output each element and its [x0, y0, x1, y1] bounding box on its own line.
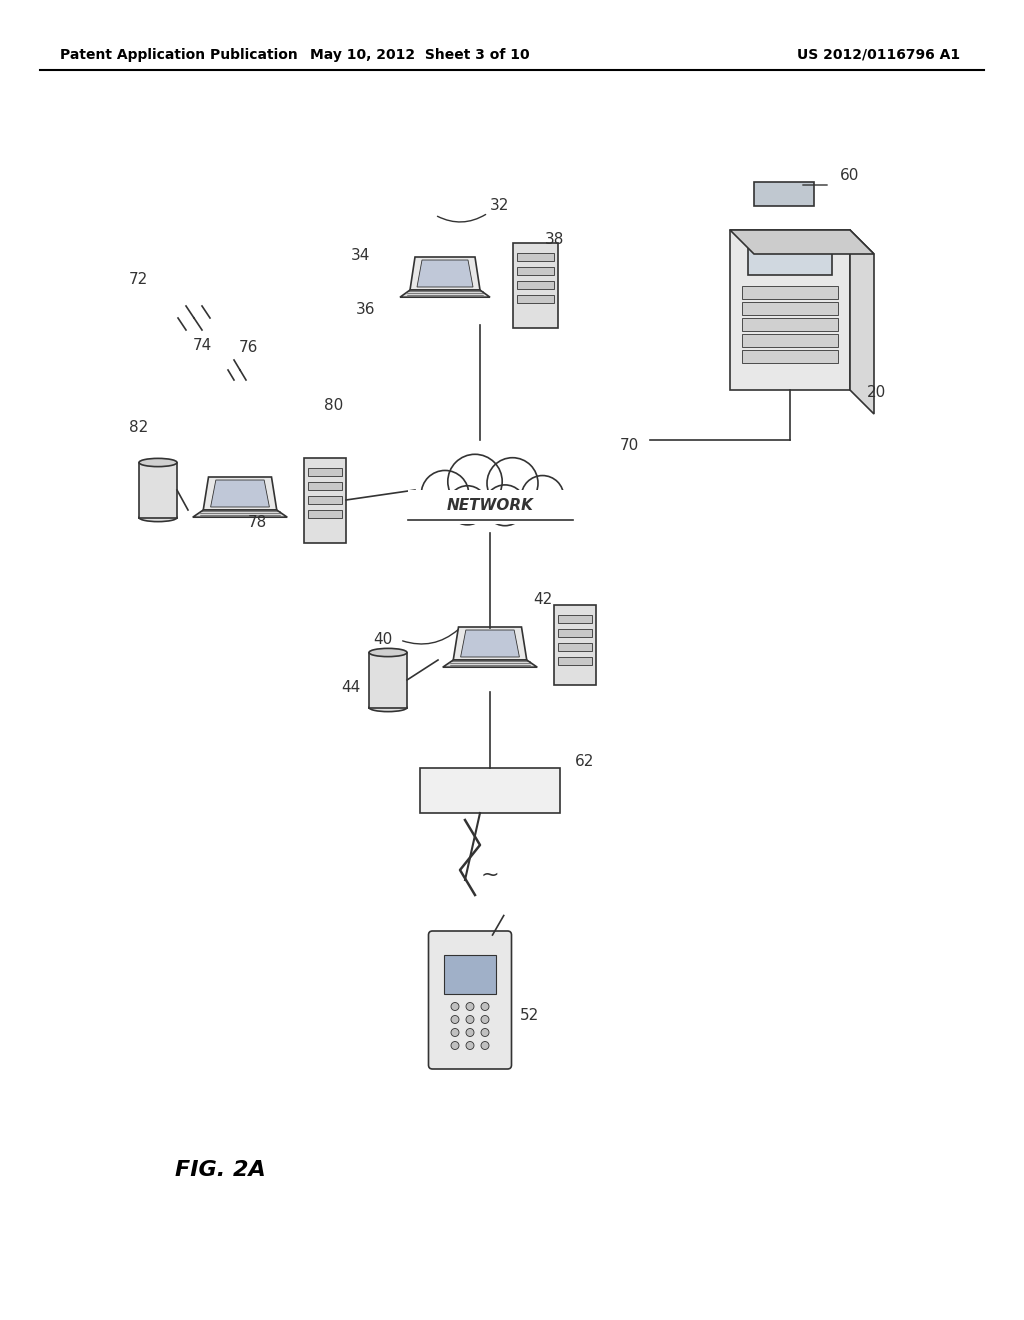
Ellipse shape	[369, 704, 407, 711]
Circle shape	[487, 458, 538, 508]
Circle shape	[484, 484, 525, 525]
FancyBboxPatch shape	[558, 615, 592, 623]
FancyBboxPatch shape	[742, 302, 838, 314]
Circle shape	[451, 1028, 459, 1036]
FancyBboxPatch shape	[558, 630, 592, 638]
Circle shape	[466, 1002, 474, 1011]
Text: US 2012/0116796 A1: US 2012/0116796 A1	[797, 48, 961, 62]
Text: FIG. 2A: FIG. 2A	[175, 1160, 266, 1180]
Circle shape	[481, 1028, 489, 1036]
Text: 74: 74	[193, 338, 212, 352]
Circle shape	[421, 470, 469, 517]
Circle shape	[466, 1041, 474, 1049]
Circle shape	[451, 1015, 459, 1023]
Polygon shape	[461, 630, 519, 657]
Polygon shape	[211, 480, 269, 507]
FancyBboxPatch shape	[558, 657, 592, 665]
Polygon shape	[410, 257, 480, 290]
FancyBboxPatch shape	[308, 510, 342, 517]
Text: 32: 32	[490, 198, 509, 213]
Ellipse shape	[369, 648, 407, 656]
FancyBboxPatch shape	[754, 182, 814, 206]
FancyBboxPatch shape	[742, 286, 838, 298]
Text: NETWORK: NETWORK	[446, 498, 534, 512]
Text: 44: 44	[341, 681, 360, 696]
Circle shape	[447, 486, 487, 525]
Text: 52: 52	[520, 1007, 540, 1023]
FancyBboxPatch shape	[308, 467, 342, 475]
Text: ~: ~	[480, 865, 500, 884]
FancyBboxPatch shape	[369, 652, 407, 708]
Circle shape	[481, 1015, 489, 1023]
Text: May 10, 2012  Sheet 3 of 10: May 10, 2012 Sheet 3 of 10	[310, 48, 529, 62]
FancyBboxPatch shape	[742, 350, 838, 363]
Circle shape	[451, 1002, 459, 1011]
Circle shape	[466, 1015, 474, 1023]
Text: 36: 36	[355, 302, 375, 318]
Text: 72: 72	[129, 272, 148, 288]
Text: Patent Application Publication: Patent Application Publication	[60, 48, 298, 62]
Circle shape	[481, 1041, 489, 1049]
Polygon shape	[203, 477, 276, 510]
FancyBboxPatch shape	[420, 767, 560, 813]
Text: 38: 38	[545, 232, 564, 248]
FancyBboxPatch shape	[304, 458, 346, 543]
FancyBboxPatch shape	[308, 495, 342, 503]
FancyBboxPatch shape	[443, 954, 497, 994]
FancyBboxPatch shape	[730, 230, 850, 389]
Polygon shape	[193, 510, 288, 517]
Text: 82: 82	[129, 421, 148, 436]
Text: 42: 42	[534, 593, 552, 607]
Polygon shape	[400, 290, 490, 297]
Polygon shape	[454, 627, 526, 660]
FancyBboxPatch shape	[742, 318, 838, 331]
Polygon shape	[730, 230, 874, 253]
Polygon shape	[417, 260, 473, 286]
Ellipse shape	[139, 513, 177, 521]
Text: 78: 78	[248, 515, 267, 531]
FancyBboxPatch shape	[428, 931, 512, 1069]
FancyBboxPatch shape	[308, 482, 342, 490]
Text: 40: 40	[374, 632, 393, 648]
Circle shape	[447, 454, 502, 508]
Text: 80: 80	[324, 397, 343, 412]
FancyBboxPatch shape	[748, 235, 831, 275]
Polygon shape	[850, 230, 874, 414]
FancyBboxPatch shape	[516, 267, 554, 275]
Polygon shape	[442, 660, 538, 667]
Text: 76: 76	[239, 341, 258, 355]
Circle shape	[451, 1041, 459, 1049]
FancyBboxPatch shape	[408, 490, 572, 524]
Ellipse shape	[139, 458, 177, 467]
Text: 34: 34	[350, 248, 370, 263]
FancyBboxPatch shape	[512, 243, 557, 327]
Text: 60: 60	[840, 168, 859, 182]
Text: 20: 20	[867, 385, 886, 400]
Circle shape	[466, 1028, 474, 1036]
Text: 70: 70	[620, 437, 639, 453]
FancyBboxPatch shape	[516, 281, 554, 289]
FancyBboxPatch shape	[742, 334, 838, 347]
Text: 62: 62	[575, 755, 594, 770]
FancyBboxPatch shape	[516, 294, 554, 302]
Circle shape	[481, 1002, 489, 1011]
FancyBboxPatch shape	[139, 462, 177, 517]
FancyBboxPatch shape	[554, 605, 596, 685]
Circle shape	[521, 475, 564, 517]
FancyBboxPatch shape	[558, 643, 592, 651]
FancyBboxPatch shape	[516, 252, 554, 260]
